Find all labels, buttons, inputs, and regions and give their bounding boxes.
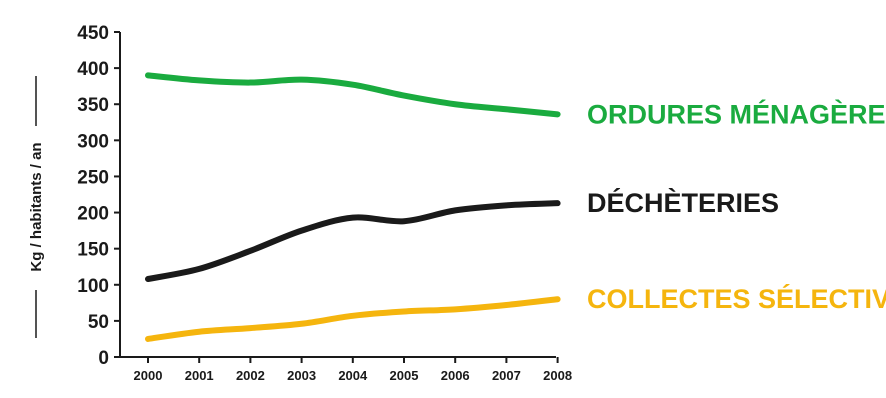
y-tick-label: 0: [98, 348, 109, 369]
series-label-ordures-menageres: ORDURES MÉNAGÈRES: [587, 98, 886, 129]
x-tick-label: 2000: [134, 368, 163, 383]
series-line-collectes-selectives: [145, 296, 561, 342]
y-tick-label: 250: [77, 167, 109, 188]
y-axis: 0 50 100 150 200 250 300 350 400 450: [77, 23, 121, 369]
y-tick-label: 450: [77, 23, 109, 44]
x-axis: 2000 2001 2002 2003 2004 2005 2006 2007 2008: [120, 356, 572, 383]
x-tick-label: 2005: [390, 368, 419, 383]
x-tick-label: 2008: [543, 368, 572, 383]
x-tick-label: 2002: [236, 368, 265, 383]
y-axis-title-group: Kg / habitants / an: [28, 76, 45, 338]
series-label-decheteries: DÉCHÈTERIES: [587, 187, 779, 218]
series-label-collectes-selectives: COLLECTES SÉLECTIVES: [587, 283, 886, 314]
y-tick-label: 50: [88, 312, 109, 333]
series-lines: [145, 72, 561, 342]
y-tick-label: 300: [77, 131, 109, 152]
x-tick-label: 2003: [287, 368, 316, 383]
x-tick-label: 2007: [492, 368, 521, 383]
series-labels: ORDURES MÉNAGÈRES DÉCHÈTERIES COLLECTES SÉ…: [587, 98, 886, 314]
x-tick-label: 2006: [441, 368, 470, 383]
y-tick-label: 400: [77, 59, 109, 80]
x-tick-label: 2004: [338, 368, 368, 383]
x-tick-label: 2001: [185, 368, 214, 383]
y-tick-label: 150: [77, 240, 109, 261]
y-tick-label: 200: [77, 204, 109, 225]
y-axis-title: Kg / habitants / an: [28, 142, 45, 271]
series-line-ordures-menageres: [145, 72, 561, 118]
series-line-decheteries: [145, 200, 561, 282]
y-tick-label: 100: [77, 276, 109, 297]
y-tick-label: 350: [77, 95, 109, 116]
